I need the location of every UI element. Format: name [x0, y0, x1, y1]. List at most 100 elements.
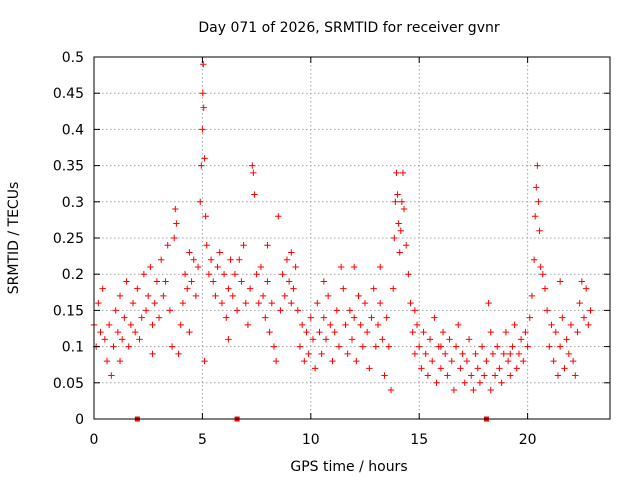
data-point [279, 271, 286, 278]
data-point [448, 357, 455, 365]
data-point [275, 213, 282, 220]
data-point [543, 307, 551, 314]
data-point [123, 278, 130, 285]
data-point [105, 321, 113, 329]
y-tick-label: 0.3 [62, 195, 84, 211]
data-point [366, 365, 373, 372]
data-point [405, 271, 412, 278]
data-point [474, 365, 481, 372]
data-point [192, 292, 200, 300]
data-point [582, 285, 590, 292]
data-point [433, 379, 440, 386]
data-point [240, 242, 247, 249]
data-point [472, 350, 479, 358]
data-point [121, 314, 128, 321]
data-point [246, 285, 254, 292]
data-point [536, 227, 543, 234]
data-point [550, 357, 557, 365]
data-point [392, 198, 399, 205]
x-tick-label: 15 [410, 432, 428, 448]
data-point [129, 299, 137, 307]
data-point [333, 307, 341, 314]
data-point [446, 336, 453, 343]
y-axis-label: SRMTID / TECUs [6, 182, 22, 295]
data-point [517, 336, 525, 343]
data-point [171, 234, 178, 242]
data-point [166, 307, 174, 314]
data-point [327, 321, 334, 329]
data-point [134, 285, 141, 292]
data-point [314, 299, 321, 307]
data-point [264, 278, 271, 285]
data-point [294, 307, 301, 314]
data-point [399, 169, 407, 177]
data-point [426, 336, 434, 343]
data-point [409, 328, 416, 336]
data-point [554, 372, 562, 379]
data-point [393, 169, 400, 177]
data-point [532, 213, 539, 220]
data-point [515, 350, 523, 358]
data-point [385, 343, 393, 350]
data-point [387, 386, 395, 394]
data-point [422, 350, 429, 358]
y-tick-label: 0 [75, 412, 84, 428]
data-point [186, 249, 193, 256]
data-point [322, 336, 330, 343]
data-point [565, 350, 573, 358]
data-point [118, 336, 126, 343]
data-point [389, 285, 397, 292]
data-point [212, 292, 219, 300]
data-point [200, 104, 207, 111]
data-point [283, 256, 291, 263]
data-point [572, 372, 579, 379]
data-point [374, 321, 382, 329]
data-point [155, 314, 163, 321]
data-point [197, 198, 204, 205]
chart-title: Day 071 of 2026, SRMTID for receiver gvn… [198, 20, 499, 36]
data-point [223, 314, 230, 321]
data-point [513, 365, 520, 372]
data-point [396, 249, 403, 256]
data-point [249, 162, 256, 169]
data-point [207, 256, 215, 263]
data-point [342, 321, 349, 329]
data-point [162, 278, 169, 285]
x-tick-label: 10 [302, 432, 320, 448]
data-point [395, 220, 402, 227]
data-point [567, 321, 575, 329]
data-point [355, 292, 362, 300]
data-point [476, 379, 484, 386]
x-tick-label: 20 [519, 432, 537, 448]
data-point [429, 357, 436, 365]
data-point [238, 278, 245, 285]
data-point [576, 299, 583, 307]
data-point [450, 386, 458, 394]
data-point [361, 299, 369, 307]
data-point [437, 343, 445, 350]
x-tick-label: 5 [198, 432, 207, 448]
data-point [173, 220, 180, 227]
data-point [184, 285, 191, 292]
data-point [110, 343, 117, 350]
y-tick-label: 0.5 [62, 50, 84, 66]
data-point [407, 299, 414, 307]
data-point [363, 328, 371, 336]
data-point [585, 321, 592, 329]
data-point [202, 213, 209, 220]
data-point [357, 321, 364, 329]
data-point [520, 357, 527, 365]
data-point [116, 292, 124, 300]
data-point [199, 90, 207, 97]
data-point [485, 299, 492, 307]
data-point [569, 357, 577, 365]
data-point [535, 198, 542, 205]
data-point [307, 314, 315, 321]
data-point [320, 314, 328, 321]
x-tick-label: 0 [90, 432, 99, 448]
data-point [158, 256, 165, 263]
data-point [236, 256, 243, 263]
data-point [136, 336, 143, 343]
x-axis-label: GPS time / hours [290, 459, 407, 475]
data-point [481, 372, 488, 379]
